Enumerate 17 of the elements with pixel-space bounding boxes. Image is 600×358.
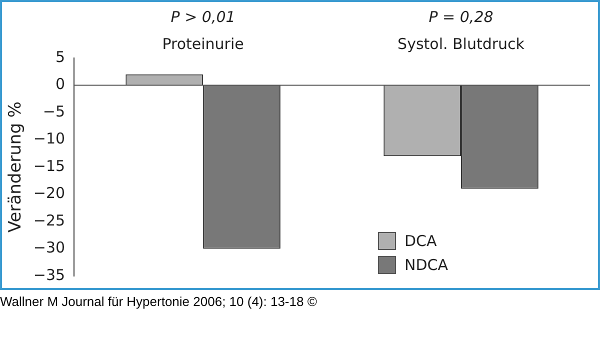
legend-label: NDCA (404, 256, 448, 274)
x-tick-label: Proteinurie (162, 34, 244, 53)
y-tick-label: −35 (33, 266, 66, 284)
y-axis-title: Veränderung % (6, 101, 26, 233)
y-tick-label: 5 (56, 48, 66, 66)
y-tick-label: −10 (33, 130, 66, 148)
text: Wallner M Journal für Hypertonie 2006; 10 (4): 13-18 © (0, 294, 318, 309)
x-tick-label: Systol. Blutdruck (398, 34, 525, 53)
text: P = 0,28 (428, 8, 494, 26)
y-tick-label: −15 (33, 156, 66, 175)
text: P > 0,01 (170, 8, 236, 26)
y-tick-label: −5 (42, 102, 66, 120)
y-tick-label: −20 (33, 184, 66, 202)
y-tick-label: −25 (33, 211, 66, 230)
legend-label: DCA (404, 232, 437, 250)
y-tick-label: 0 (56, 75, 66, 94)
y-tick-label: −30 (33, 238, 66, 257)
